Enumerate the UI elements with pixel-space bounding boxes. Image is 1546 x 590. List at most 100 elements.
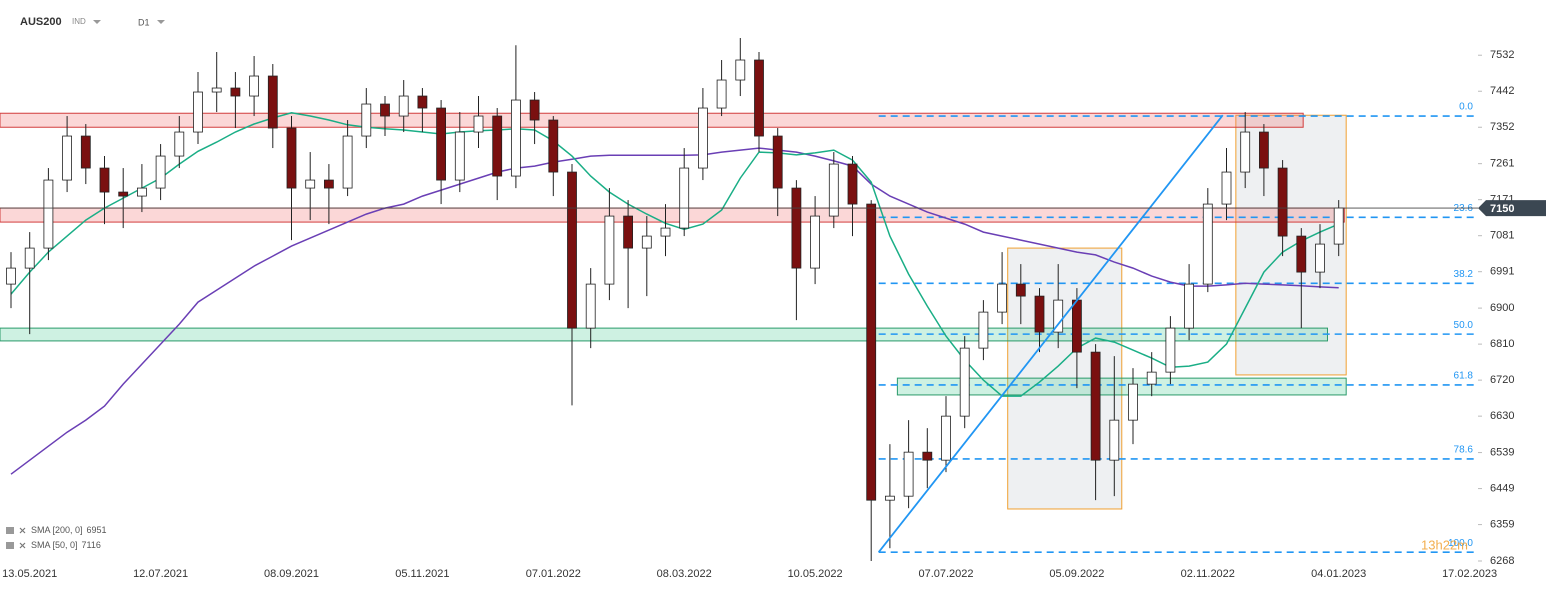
candle-body <box>193 91 203 133</box>
trendline <box>877 114 1224 553</box>
candle-body <box>660 227 671 237</box>
candle-body <box>641 235 652 249</box>
candle-body <box>959 347 970 417</box>
candle-body <box>1221 171 1232 205</box>
last-price-label: 7150 <box>1490 203 1514 215</box>
x-tick-label: 05.09.2022 <box>1049 568 1104 580</box>
candle-body <box>978 311 989 349</box>
candle-body <box>716 79 727 109</box>
legend-icon[interactable] <box>6 527 14 534</box>
last-price-tag <box>1478 200 1546 217</box>
candle-body <box>230 87 241 97</box>
candle-body <box>62 135 72 181</box>
candle-body <box>1333 207 1344 245</box>
fib-label: 78.6 <box>1454 445 1474 456</box>
y-tick-label: 7261 <box>1490 158 1514 170</box>
candle-body <box>155 155 166 189</box>
price-zone <box>896 377 1347 396</box>
x-tick-label: 07.01.2022 <box>526 568 581 580</box>
legend-value: 7116 <box>82 540 101 550</box>
candle-body <box>735 59 746 81</box>
candle-body <box>1015 283 1026 297</box>
candle-body <box>118 191 129 197</box>
candle-body <box>24 247 35 269</box>
fib-label: 100.0 <box>1448 538 1473 549</box>
y-tick-label: 6810 <box>1490 338 1514 350</box>
fib-label: 61.8 <box>1454 371 1474 382</box>
legend-icon[interactable] <box>6 542 14 549</box>
dropdown-arrow[interactable] <box>157 20 165 24</box>
candle-body <box>1202 203 1213 285</box>
y-tick-label: 6268 <box>1490 555 1514 567</box>
price-zone <box>0 327 1328 342</box>
x-tick-label: 08.03.2022 <box>657 568 712 580</box>
candle-body <box>903 451 914 497</box>
sma-line <box>10 112 1339 397</box>
y-tick-label: 6449 <box>1490 482 1514 494</box>
candle-body <box>417 95 428 109</box>
candle-body <box>43 179 54 249</box>
candle-body <box>529 99 540 121</box>
candle-body <box>922 451 933 461</box>
legend-value: 6951 <box>87 525 107 535</box>
sma-line <box>10 147 1339 475</box>
x-tick-label: 08.09.2021 <box>264 568 319 580</box>
x-tick-label: 04.01.2023 <box>1311 568 1366 580</box>
timeframe[interactable]: D1 <box>138 17 150 27</box>
legend-close[interactable] <box>19 527 26 534</box>
y-tick-label: 7442 <box>1490 85 1514 97</box>
candle-body <box>492 115 503 177</box>
candle-body <box>342 135 353 189</box>
candle-body <box>136 187 147 197</box>
x-tick-label: 17.02.2023 <box>1442 568 1497 580</box>
dropdown-arrow[interactable] <box>93 20 101 24</box>
candle-body <box>548 119 559 173</box>
timer: 13h22m <box>1421 537 1468 552</box>
candle-body <box>305 179 316 189</box>
legend-label: SMA [200, 0] <box>31 525 83 535</box>
candle-body <box>1128 383 1138 421</box>
fib-label: 38.2 <box>1454 269 1474 280</box>
candle-body <box>1315 243 1325 273</box>
candle-body <box>1240 131 1251 173</box>
candle-body <box>99 167 110 193</box>
candle-body <box>866 203 877 501</box>
legend-entry: SMA [200, 0] 6951 <box>31 525 107 535</box>
candle-body <box>1090 351 1101 461</box>
candle-body <box>941 415 951 461</box>
candle-body <box>1146 371 1157 385</box>
candle-body <box>567 171 577 329</box>
y-tick-label: 7532 <box>1490 49 1514 61</box>
y-tick-label: 6630 <box>1490 410 1514 422</box>
candle-body <box>267 75 278 129</box>
candle-body <box>380 103 390 117</box>
symbol[interactable]: AUS200 <box>20 16 62 28</box>
candle-body <box>1184 283 1194 329</box>
y-tick-label: 6991 <box>1490 266 1514 278</box>
candle-body <box>249 75 260 97</box>
y-tick-label: 7081 <box>1490 230 1514 242</box>
candle-body <box>997 283 1007 313</box>
candle-body <box>398 95 409 117</box>
candle-body <box>585 283 596 329</box>
candle-body <box>473 115 484 133</box>
fib-label: 0.0 <box>1459 102 1473 113</box>
x-tick-label: 05.11.2021 <box>395 568 449 580</box>
candle-body <box>810 215 820 269</box>
candle-body <box>1259 131 1269 169</box>
y-tick-label: 6900 <box>1490 302 1514 314</box>
instrument-type[interactable]: IND <box>72 17 86 26</box>
candle-body <box>847 163 858 205</box>
candle-body <box>754 59 764 137</box>
candle-body <box>1296 235 1307 273</box>
legend-close[interactable] <box>19 542 26 549</box>
candle-body <box>1277 167 1288 237</box>
candle-body <box>623 215 633 249</box>
y-tick-label: 6720 <box>1490 374 1514 386</box>
x-tick-label: 10.05.2022 <box>788 568 843 580</box>
legend-label: SMA [50, 0] <box>31 540 78 550</box>
candle-body <box>1109 419 1120 461</box>
candle-body <box>510 99 521 177</box>
y-tick-label: 6359 <box>1490 518 1514 530</box>
